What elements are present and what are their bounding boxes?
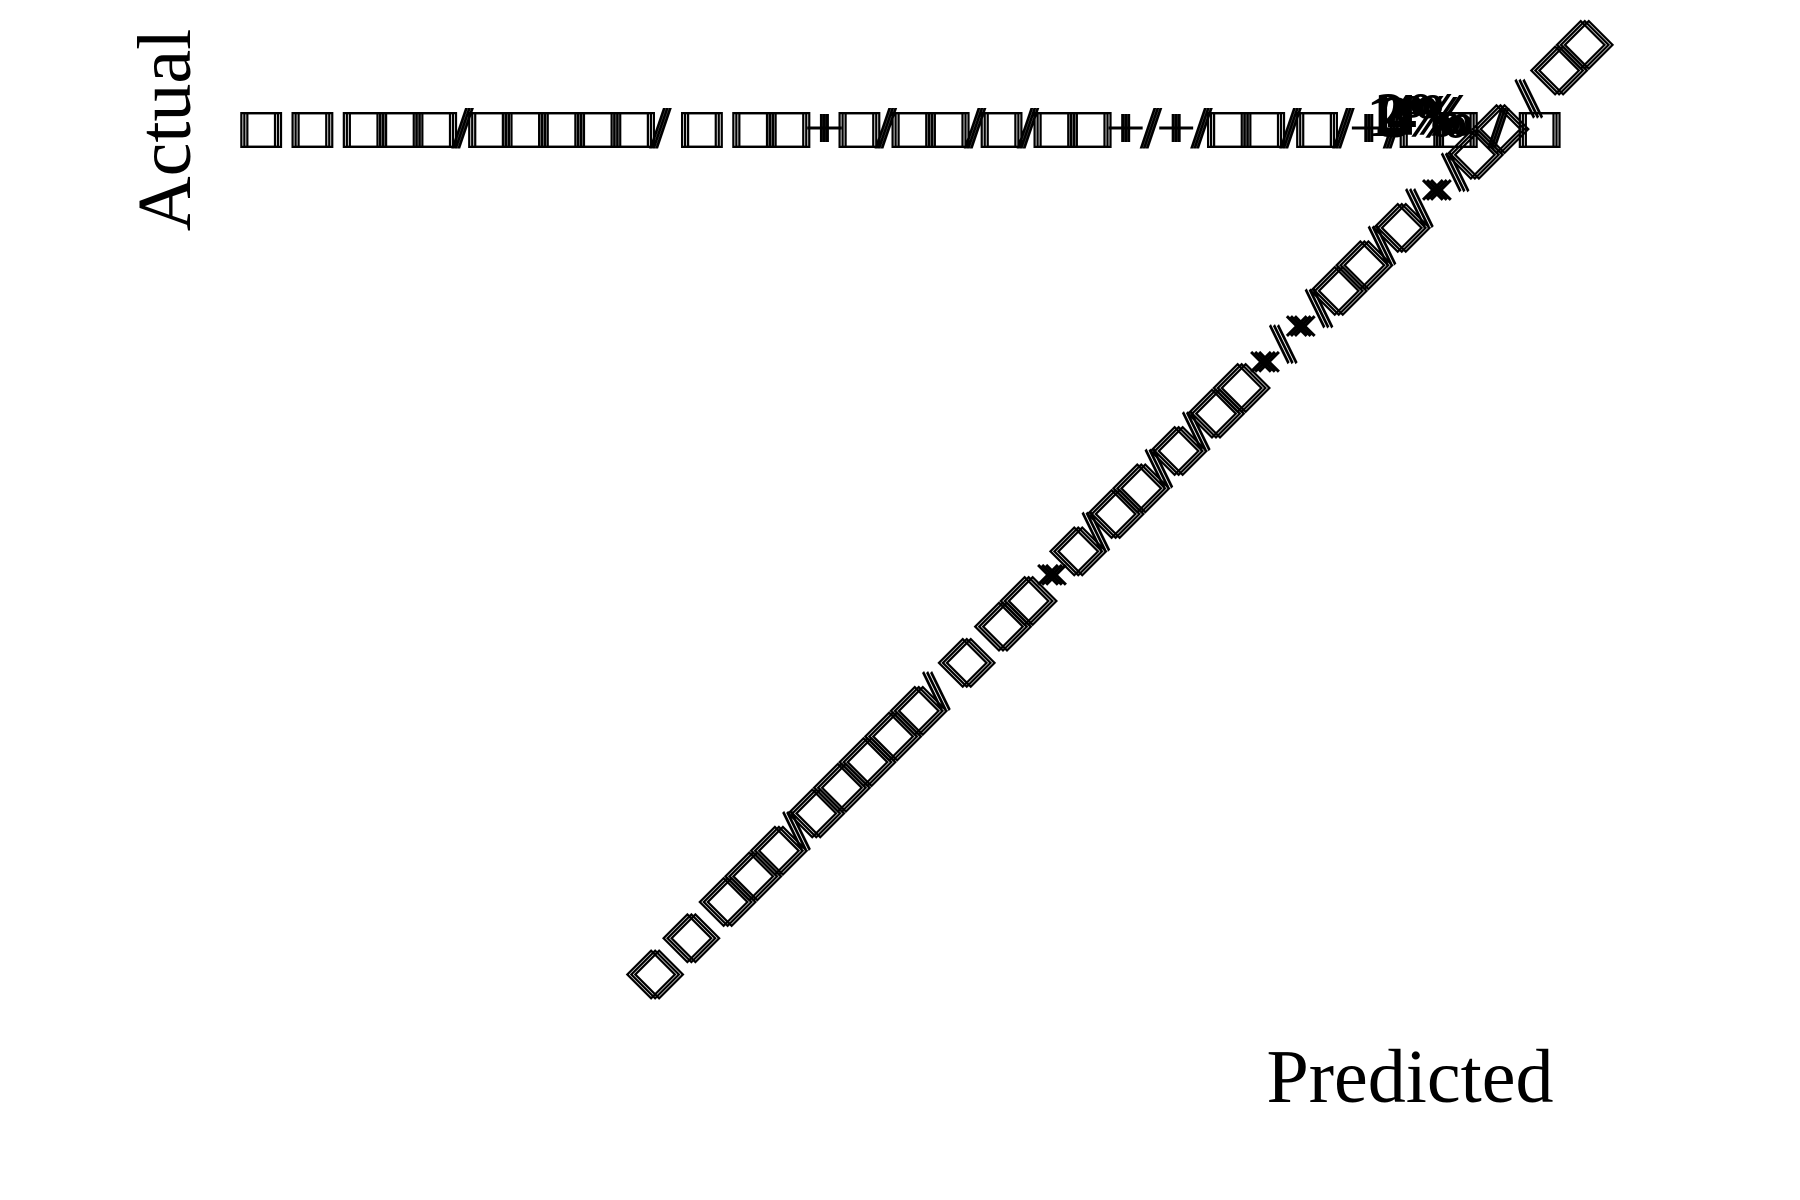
cell-label: 2%: [1375, 81, 1465, 147]
y-tick-label: □ □ □□□/□□□□□/ □ □□+□/□□/□/□□+/+/□□/□/+/…: [246, 95, 1561, 161]
y-axis-title: Actual: [123, 29, 207, 232]
cell-labels: 1%2%3%4%: [1367, 81, 1477, 150]
x-axis-title: Predicted: [1266, 1035, 1553, 1119]
cell-label: 4%: [1387, 82, 1477, 148]
cell-label: 1%: [1367, 83, 1457, 149]
y-tick-label: □ □ □□□/□□□□□/ □ □□+□/□□/□/□□+/+/□□/□/+/…: [243, 95, 1558, 161]
y-tick-label: □ □ □□□/□□□□□/ □ □□+□/□□/□/□□+/+/□□/□/+/…: [240, 95, 1555, 161]
y-tick-labels: □ □ □□□/□□□□□/ □ □□+□/□□/□/□□+/+/□□/□/+/…: [240, 95, 1561, 161]
cell-label: 3%: [1381, 84, 1471, 150]
